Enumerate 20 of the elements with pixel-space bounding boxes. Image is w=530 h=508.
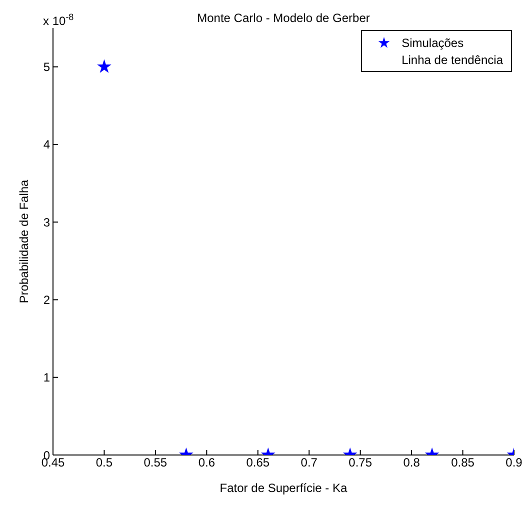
x-tick-label: 0.65 <box>246 456 270 470</box>
x-tick-label: 0.55 <box>144 456 168 470</box>
y-axis-title: Probabilidade de Falha <box>17 179 31 304</box>
x-tick-label: 0.75 <box>348 456 372 470</box>
y-tick-label: 2 <box>43 292 50 307</box>
y-tick-label: 3 <box>43 215 50 230</box>
y-tick-label: 1 <box>43 370 50 385</box>
x-tick-label: 0.85 <box>451 456 475 470</box>
y-tick-label: 4 <box>43 138 50 152</box>
x-axis-title: Fator de Superfície - Ka <box>220 481 348 495</box>
y-tick-label: 5 <box>43 60 50 74</box>
chart-title: Monte Carlo - Modelo de Gerber <box>197 11 370 25</box>
x-tick-label: 0.8 <box>403 456 420 470</box>
text: Linha de tendência <box>402 52 503 66</box>
x-tick-label: 0.9 <box>506 456 523 470</box>
x-tick-label: 0.6 <box>198 456 216 470</box>
text: x 10$^{-8}$ <box>43 12 74 28</box>
x-tick-label: 0.5 <box>96 456 113 470</box>
x-tick-label: 0.7 <box>300 456 318 470</box>
legend-label: Simulações <box>402 36 464 50</box>
